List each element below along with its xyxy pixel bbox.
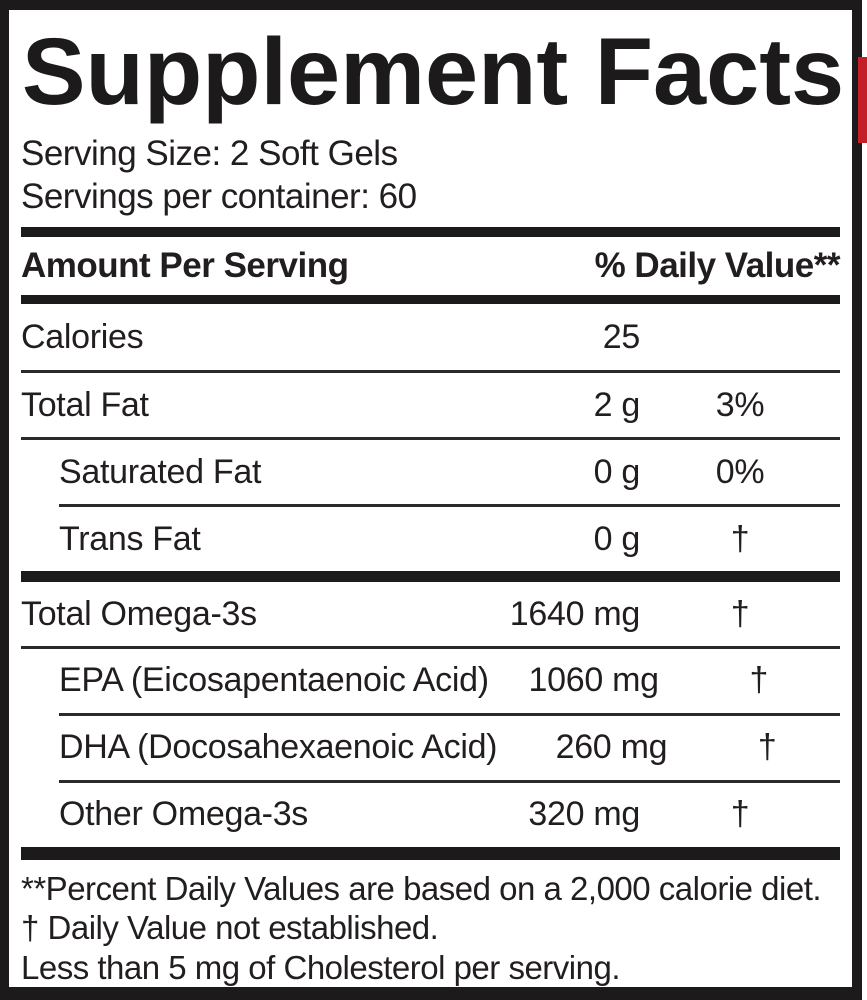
table-row-total-omega-3s: Total Omega-3s 1640 mg †: [21, 582, 840, 646]
row-divider: [21, 645, 840, 649]
row-divider: [21, 370, 840, 374]
footnote-dv-not-established: † Daily Value not established.: [21, 909, 439, 947]
row-dv: †: [730, 795, 750, 834]
serving-info: Serving Size: 2 Soft Gels Servings per c…: [21, 132, 840, 218]
row-amount: 260 mg: [555, 728, 668, 767]
row-name: Total Omega-3s: [21, 594, 257, 633]
row-name: Trans Fat: [59, 519, 201, 558]
table-row-calories: Calories 25: [21, 304, 840, 371]
row-divider: [21, 437, 840, 441]
row-dv: †: [757, 728, 777, 767]
label-content: Supplement Facts Serving Size: 2 Soft Ge…: [9, 10, 852, 987]
table-row-epa: EPA (Eicosapentaenoic Acid) 1060 mg †: [21, 649, 840, 713]
row-name: Saturated Fat: [59, 452, 262, 491]
thick-bar: [21, 294, 840, 304]
serving-size: Serving Size: 2 Soft Gels: [21, 133, 398, 173]
table-row-total-fat: Total Fat 2 g 3%: [21, 373, 840, 437]
row-dv: †: [730, 594, 750, 633]
row-divider: [59, 504, 840, 508]
footnote-cholesterol: Less than 5 mg of Cholesterol per servin…: [21, 948, 621, 986]
red-edge-sliver: [858, 57, 867, 143]
row-divider: [59, 779, 840, 783]
thick-bar: [21, 226, 840, 237]
row-dv: †: [730, 519, 750, 558]
table-row-dha: DHA (Docosahexaenoic Acid) 260 mg †: [21, 716, 840, 780]
thick-bar: [21, 846, 840, 860]
row-name: EPA (Eicosapentaenoic Acid): [59, 661, 489, 700]
footnotes: **Percent Daily Values are based on a 2,…: [21, 860, 840, 988]
row-amount: 320 mg: [528, 795, 640, 834]
table-row-trans-fat: Trans Fat 0 g †: [21, 507, 840, 571]
table-header: Amount Per Serving % Daily Value**: [21, 237, 841, 295]
row-name: Total Fat: [21, 385, 149, 424]
row-amount: 25: [602, 317, 641, 356]
row-amount: 1060 mg: [528, 661, 660, 700]
table-row-other-omega-3s: Other Omega-3s 320 mg †: [21, 783, 840, 847]
footnote-daily-values: **Percent Daily Values are based on a 2,…: [21, 869, 822, 907]
label-title-text: Supplement Facts: [22, 24, 844, 125]
row-dv: 3%: [715, 385, 765, 424]
header-daily-value: % Daily Value**: [594, 245, 841, 285]
row-dv: 0%: [715, 452, 765, 491]
row-name: Other Omega-3s: [59, 795, 309, 834]
row-amount: 2 g: [593, 385, 641, 424]
row-amount: 0 g: [593, 452, 641, 491]
row-name: DHA (Docosahexaenoic Acid): [59, 728, 498, 767]
label-title: Supplement Facts: [22, 24, 844, 125]
row-dv: †: [749, 661, 769, 700]
servings-per-container: Servings per container: 60: [21, 176, 417, 216]
table-row-saturated-fat: Saturated Fat 0 g 0%: [21, 440, 840, 504]
thick-bar: [21, 571, 840, 583]
row-amount: 1640 mg: [509, 594, 641, 633]
row-name: Calories: [21, 317, 144, 356]
header-amount-per-serving: Amount Per Serving: [21, 245, 349, 285]
row-divider: [59, 712, 840, 716]
row-amount: 0 g: [593, 519, 641, 558]
